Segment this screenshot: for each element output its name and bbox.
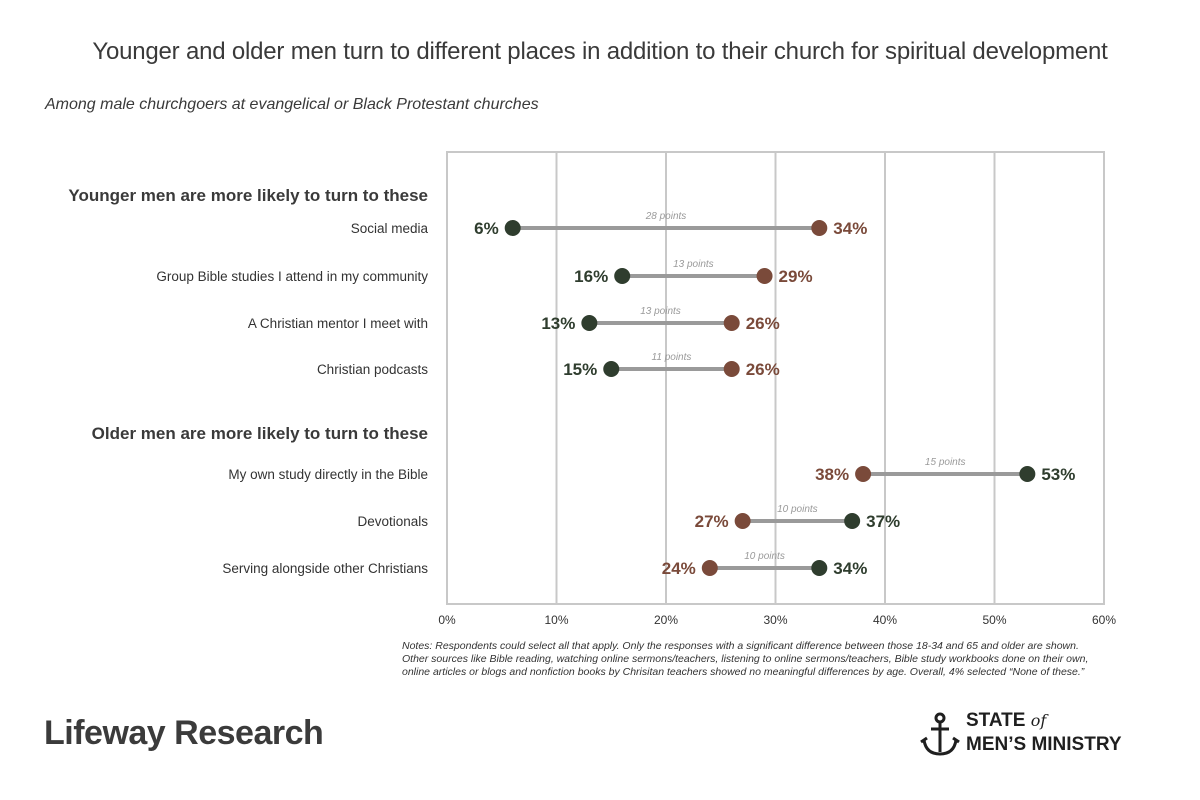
younger-value-label: 26%: [746, 360, 780, 379]
x-tick-label: 40%: [873, 613, 897, 627]
gap-label: 13 points: [673, 259, 714, 270]
gap-label: 10 points: [777, 504, 818, 515]
younger-point: [723, 315, 740, 331]
older-value-label: 15%: [563, 360, 597, 379]
older-point: [614, 268, 631, 284]
older-value-label: 16%: [574, 267, 608, 286]
row-label: Group Bible studies I attend in my commu…: [156, 269, 428, 284]
older-point: [844, 513, 861, 529]
notes-line-2: Other sources like Bible reading, watchi…: [402, 653, 1089, 665]
x-tick-label: 50%: [982, 613, 1006, 627]
younger-point: [723, 361, 740, 377]
younger-value-label: 26%: [746, 314, 780, 333]
older-value-label: 13%: [541, 314, 575, 333]
row-label: Serving alongside other Christians: [222, 561, 428, 576]
younger-value-label: 38%: [815, 465, 849, 484]
state-of-mens-ministry-logo: STATE of MEN’S MINISTRY: [920, 710, 1160, 760]
younger-point: [811, 220, 828, 236]
older-value-label: 6%: [474, 219, 499, 238]
notes-line-3: online articles or blogs and nonfiction …: [402, 666, 1085, 678]
gap-label: 13 points: [640, 306, 681, 317]
younger-point: [734, 513, 751, 529]
x-tick-label: 30%: [763, 613, 787, 627]
younger-point: [701, 560, 718, 576]
younger-value-label: 27%: [695, 512, 729, 531]
logo-state-text: STATE: [966, 710, 1026, 731]
older-value-label: 34%: [833, 559, 867, 578]
younger-value-label: 34%: [833, 219, 867, 238]
logo-of-text: of: [1030, 711, 1047, 730]
row-label: My own study directly in the Bible: [228, 467, 428, 482]
row-label: Social media: [351, 221, 429, 236]
gap-label: 10 points: [744, 551, 785, 562]
gap-label: 11 points: [652, 352, 692, 363]
younger-value-label: 29%: [779, 267, 813, 286]
older-point: [1019, 466, 1036, 482]
row-label: A Christian mentor I meet with: [248, 316, 428, 331]
x-tick-label: 0%: [438, 613, 456, 627]
older-point: [504, 220, 521, 236]
older-value-label: 53%: [1041, 465, 1075, 484]
dumbbell-chart: 0% 10% 20% 30% 40% 50% 60% Younger men are more…: [68, 151, 1116, 627]
younger-point: [855, 466, 872, 482]
chart-title: Younger and older men turn to different …: [92, 38, 1108, 65]
gap-label: 28 points: [645, 211, 687, 222]
x-tick-label: 10%: [544, 613, 568, 627]
older-point: [581, 315, 598, 331]
gap-label: 15 points: [925, 457, 966, 468]
chart-notes: Notes: Respondents could select all that…: [402, 640, 1172, 679]
group-header: Younger men are more likely to turn to t…: [68, 186, 428, 205]
younger-value-label: 24%: [662, 559, 696, 578]
younger-point: [756, 268, 773, 284]
row-label: Devotionals: [357, 514, 428, 529]
older-point: [811, 560, 828, 576]
chart-subtitle: Among male churchgoers at evangelical or…: [45, 96, 539, 113]
notes-line-1: Notes: Respondents could select all that…: [402, 640, 1079, 652]
row-label: Christian podcasts: [317, 362, 428, 377]
lifeway-research-logo: Lifeway Research: [44, 714, 324, 752]
x-tick-label: 60%: [1092, 613, 1116, 627]
logo-line-state: STATE of: [966, 710, 1046, 732]
older-value-label: 37%: [866, 512, 900, 531]
plot-frame: [446, 151, 1105, 605]
anchor-icon: [920, 712, 960, 756]
x-tick-label: 20%: [654, 613, 678, 627]
group-header: Older men are more likely to turn to the…: [92, 424, 428, 443]
older-point: [603, 361, 620, 377]
logo-line-mens-ministry: MEN’S MINISTRY: [966, 734, 1122, 755]
